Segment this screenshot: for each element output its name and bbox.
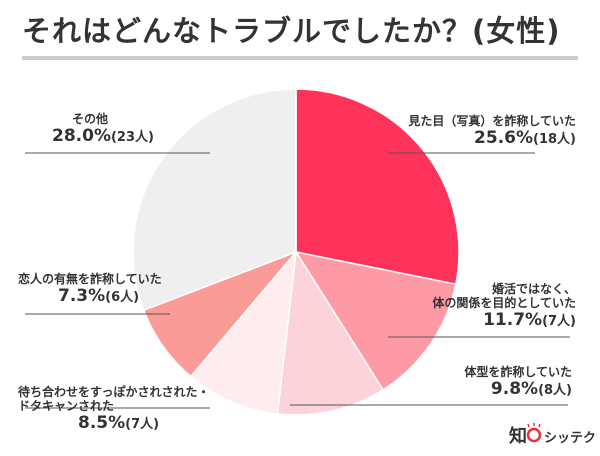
label-s1-percent: 11.7% (483, 310, 543, 331)
label-s1-text-2: 体の関係を目的としていた (432, 296, 576, 311)
pie-slice-2 (276, 249, 385, 416)
logo-text: シッテク (544, 431, 597, 446)
label-s0-text: 見た目（写真）を詐称していた (408, 114, 576, 128)
label-s4-percent: 7.3% (58, 286, 106, 307)
label-s1: 婚活ではなく、 体の関係を目的としていた 11.7%(7人) (432, 282, 576, 330)
label-s4-count: (6人) (105, 290, 140, 306)
label-s3-text-1: 待ち合わせをすっぽかされされた・ (18, 385, 210, 399)
label-s3-text-2: ドタキャンされた (18, 399, 115, 414)
label-s5: その他 28.0%(23人) (52, 112, 154, 146)
label-s5-text: その他 (72, 112, 109, 126)
label-s2: 体型を詐称していた 9.8%(8人) (464, 365, 572, 399)
title-underline (22, 56, 578, 60)
label-s0-percent: 25.6% (474, 128, 534, 149)
label-s4: 恋人の有無を詐称していた 7.3%(6人) (18, 272, 162, 306)
label-s3: 待ち合わせをすっぽかされされた・ ドタキャンされた 8.5%(7人) (18, 385, 210, 433)
pie-slice-1 (294, 250, 457, 391)
label-s1-count: (7人) (542, 314, 576, 330)
label-s1-text-1: 婚活ではなく、 (491, 282, 576, 296)
label-s2-percent: 9.8% (490, 379, 539, 400)
label-s0-count: (18人) (533, 132, 576, 148)
label-s5-percent: 28.0% (52, 126, 111, 147)
pie-slice-5 (132, 88, 297, 312)
logo-mark-icon: 知 (509, 423, 542, 447)
logo-mark-glyph: 知 (509, 425, 527, 447)
label-s5-count: (23人) (110, 130, 154, 146)
label-s2-count: (8人) (538, 383, 572, 399)
pie-slice-3 (189, 249, 298, 415)
label-s3-count: (7人) (125, 417, 160, 433)
label-s3-percent: 8.5% (78, 413, 126, 434)
pie-slice-0 (295, 88, 460, 286)
chart-title: それはどんなトラブルでしたか？(女性) (22, 14, 561, 48)
label-s2-text: 体型を詐称していた (464, 365, 572, 379)
label-s4-text: 恋人の有無を詐称していた (18, 272, 162, 286)
label-s0: 見た目（写真）を詐称していた 25.6%(18人) (408, 114, 576, 148)
